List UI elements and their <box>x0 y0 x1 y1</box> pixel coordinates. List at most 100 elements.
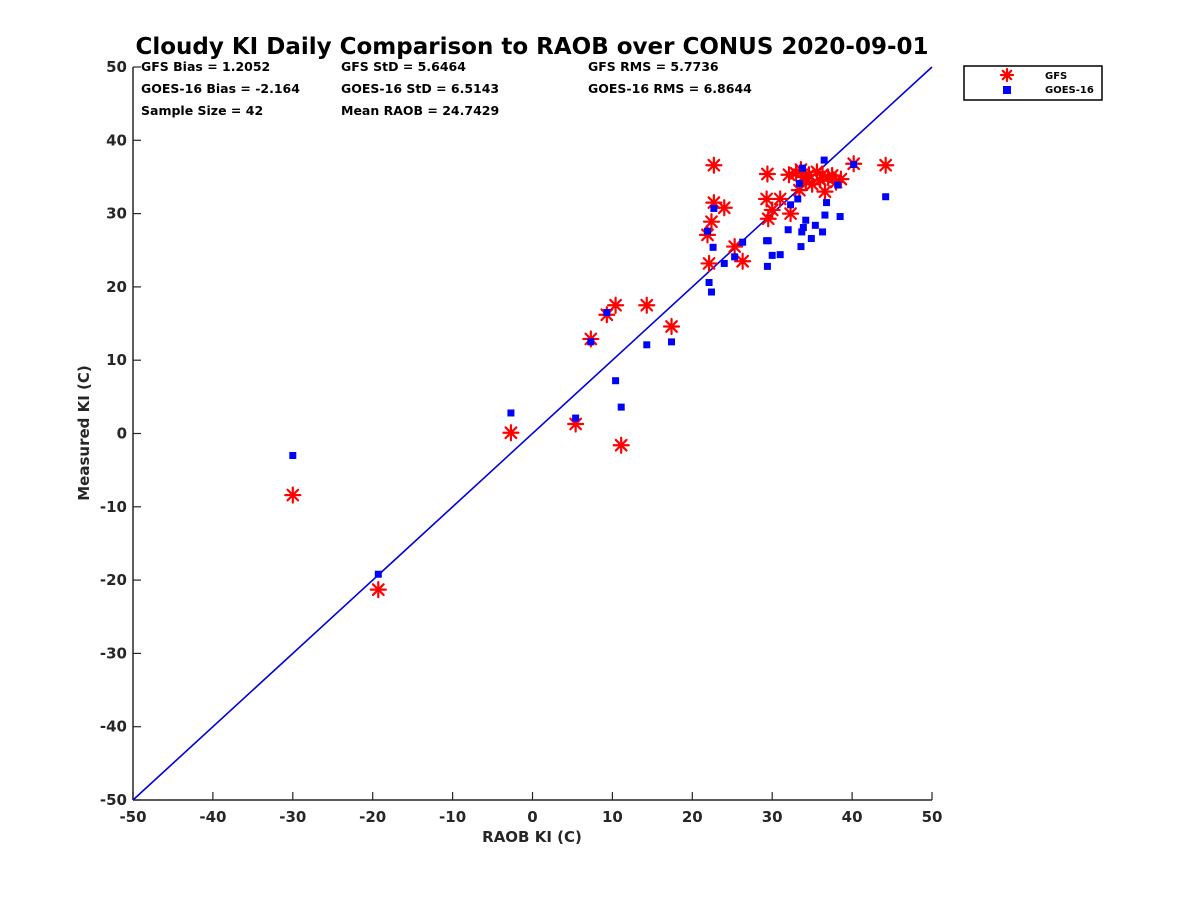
goes16-point <box>834 181 842 189</box>
series-gfs <box>284 155 895 599</box>
y-tick-label: 50 <box>106 58 127 76</box>
stat-text: GFS RMS = 5.7736 <box>588 59 719 74</box>
goes16-point <box>811 221 819 229</box>
stat-text: Sample Size = 42 <box>141 103 263 118</box>
legend-label-gfs: GFS <box>1045 71 1067 82</box>
goes16-point <box>820 156 828 164</box>
gfs-point <box>369 581 387 599</box>
goes16-point <box>882 193 890 201</box>
gfs-point <box>700 254 718 273</box>
goes16-point <box>572 414 580 422</box>
gfs-point <box>763 201 781 219</box>
gfs-point <box>790 181 808 199</box>
gfs-point <box>612 436 630 454</box>
gfs-point <box>877 156 895 174</box>
goes16-point <box>799 164 807 172</box>
gfs-point <box>816 183 834 201</box>
x-tick-label: 50 <box>922 808 943 826</box>
legend-box <box>963 65 1103 101</box>
y-tick-label: -50 <box>100 791 127 809</box>
legend-gfs-asterisk-marker <box>999 67 1015 83</box>
goes16-point <box>764 237 772 245</box>
chart-title: Cloudy KI Daily Comparison to RAOB over … <box>135 34 928 60</box>
plot-area: -50 -40 -30 -20 -10 0 10 20 30 40 50 -50 -40 -30 -20 -1… <box>100 58 943 826</box>
stat-text: GOES-16 StD = 6.5143 <box>341 81 499 96</box>
goes16-point <box>587 338 595 346</box>
goes16-point <box>739 238 747 246</box>
gfs-point <box>758 165 777 183</box>
goes16-point <box>799 224 807 232</box>
goes16-point <box>807 235 815 243</box>
gfs-point <box>705 156 723 174</box>
gfs-point <box>606 296 625 314</box>
x-axis-label: RAOB KI (C) <box>482 828 582 846</box>
x-tick-label: 20 <box>682 808 703 826</box>
x-tick-label: 10 <box>602 808 623 826</box>
goes16-point <box>668 338 676 346</box>
stat-text: GFS Bias = 1.2052 <box>141 59 270 74</box>
goes16-point <box>795 180 803 188</box>
goes16-point <box>797 243 805 251</box>
goes16-point <box>731 253 739 261</box>
x-tick-label: 0 <box>527 808 537 826</box>
gfs-point <box>662 317 681 336</box>
x-tick-label: 30 <box>762 808 783 826</box>
goes16-point <box>720 259 728 267</box>
gfs-point <box>734 252 752 270</box>
goes16-point <box>643 341 651 349</box>
x-tick-label: -50 <box>119 808 146 826</box>
y-tick-label: -20 <box>100 571 127 589</box>
gfs-point <box>781 205 800 223</box>
goes16-point <box>798 228 806 236</box>
series-goes16 <box>289 156 890 578</box>
goes16-point <box>802 216 810 224</box>
goes16-point <box>776 251 784 259</box>
goes16-point <box>763 262 771 270</box>
y-tick-label: 0 <box>117 425 127 443</box>
y-tick-label: 20 <box>106 278 127 296</box>
y-tick-label: -10 <box>100 498 127 516</box>
goes16-point <box>289 451 297 459</box>
gfs-point <box>284 486 302 504</box>
goes16-point <box>707 288 715 296</box>
goes16-point <box>612 377 620 385</box>
goes16-point <box>507 409 515 417</box>
gfs-point <box>638 296 656 314</box>
legend-label-goes16: GOES-16 <box>1045 85 1094 96</box>
stat-text: GFS StD = 5.6464 <box>341 59 466 74</box>
goes16-point <box>768 251 776 259</box>
x-tick-label: -30 <box>279 808 306 826</box>
goes16-point <box>787 201 795 209</box>
y-tick-label: 40 <box>106 131 127 149</box>
goes16-point <box>794 195 802 203</box>
y-axis-label: Measured KI (C) <box>75 365 93 501</box>
goes16-point <box>374 570 382 578</box>
stat-text: Mean RAOB = 24.7429 <box>341 103 499 118</box>
x-tick-label: -10 <box>439 808 466 826</box>
goes16-point <box>709 243 717 251</box>
goes16-point <box>617 403 625 411</box>
goes16-point <box>836 213 844 221</box>
goes16-point <box>705 279 713 287</box>
statistics-annotations: GFS Bias = 1.2052 GFS StD = 5.6464 GFS RMS… <box>141 59 752 118</box>
goes16-point <box>850 160 858 168</box>
x-tick-label: -40 <box>199 808 226 826</box>
gfs-point <box>726 237 744 256</box>
goes16-point <box>819 228 827 236</box>
goes16-point <box>603 309 611 317</box>
gfs-point <box>702 213 721 231</box>
y-tick-label: 30 <box>106 205 127 223</box>
y-tick-label: -40 <box>100 718 127 736</box>
goes16-point <box>821 211 829 219</box>
gfs-point <box>502 424 520 442</box>
y-tick-label: -30 <box>100 644 127 662</box>
gfs-point <box>771 190 789 208</box>
goes16-point <box>784 226 792 234</box>
goes16-point <box>823 199 831 207</box>
goes16-point <box>703 227 711 235</box>
legend: GFS GOES-16 <box>963 65 1103 101</box>
gfs-point <box>715 199 733 217</box>
legend-goes16-square-marker <box>1003 86 1011 94</box>
stat-text: GOES-16 RMS = 6.8644 <box>588 81 752 96</box>
